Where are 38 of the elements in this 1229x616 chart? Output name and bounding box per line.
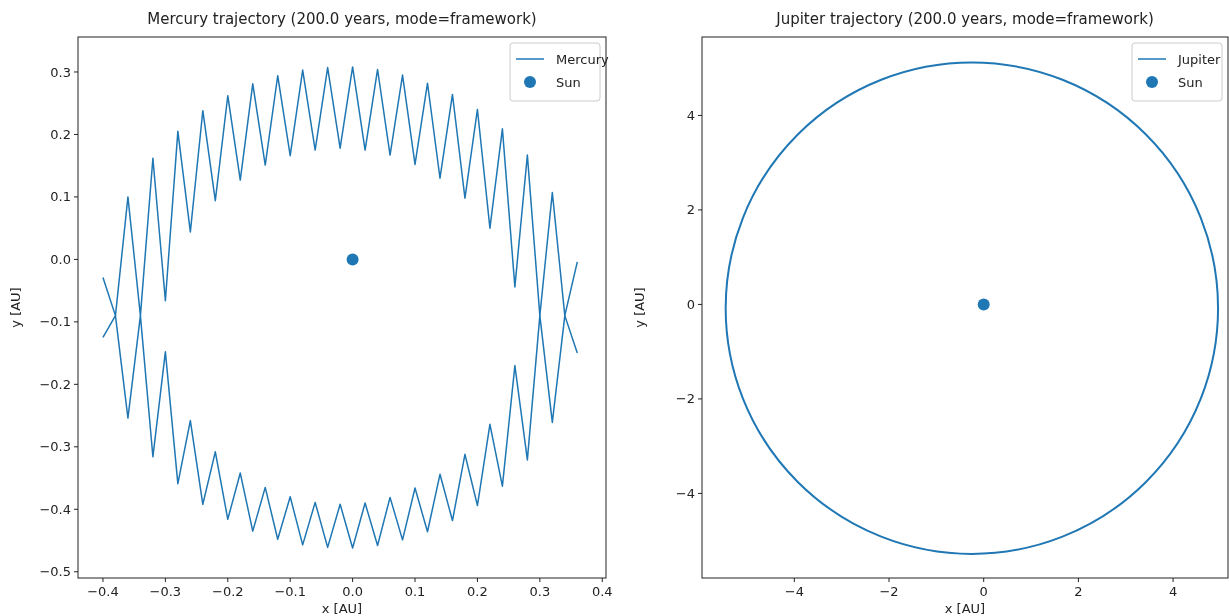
x-tick-label: −0.3 <box>149 584 182 599</box>
legend-label: Sun <box>556 74 581 90</box>
y-tick-label: −4 <box>675 485 695 501</box>
y-tick-label: −2 <box>675 391 695 407</box>
x-tick-label: 0.4 <box>591 584 613 599</box>
x-tick-label: 0 <box>979 584 988 599</box>
x-tick-label: −2 <box>879 584 899 599</box>
y-axis-title: y [AU] <box>632 287 647 328</box>
x-axis-title: x [AU] <box>944 601 986 616</box>
y-tick-label: −0.4 <box>39 501 71 517</box>
legend-label: Mercury <box>556 51 609 67</box>
chart-title: Jupiter trajectory (200.0 years, mode=framework) <box>775 10 1154 28</box>
x-tick-label: 0.3 <box>529 584 551 599</box>
y-axis-title: y [AU] <box>8 287 23 328</box>
x-axis-title: x [AU] <box>321 601 363 616</box>
x-tick-label: 4 <box>1168 584 1178 599</box>
y-tick-label: −0.5 <box>39 564 71 580</box>
chart-title: Mercury trajectory (200.0 years, mode=framework) <box>147 10 537 28</box>
x-tick-label: −4 <box>784 584 804 599</box>
y-tick-label: 0.2 <box>50 127 71 142</box>
y-tick-label: 0.3 <box>50 64 71 80</box>
x-tick-label: −0.1 <box>274 584 306 599</box>
legend-label: Sun <box>1178 74 1203 90</box>
y-tick-label: −0.3 <box>39 439 71 455</box>
y-tick-label: 0.0 <box>50 251 71 267</box>
y-tick-label: −0.1 <box>39 314 71 330</box>
legend-label: Jupiter <box>1177 51 1222 67</box>
y-tick-label: 2 <box>686 202 695 218</box>
x-tick-label: 0.0 <box>342 584 363 599</box>
y-tick-label: 4 <box>686 107 695 123</box>
x-tick-label: −0.2 <box>212 584 244 599</box>
y-tick-label: −0.2 <box>39 376 71 392</box>
x-tick-label: 0.2 <box>467 584 488 599</box>
y-tick-label: 0.1 <box>50 189 71 205</box>
y-tick-label: 0 <box>686 296 695 312</box>
x-tick-label: 0.1 <box>404 584 426 599</box>
x-tick-label: 2 <box>1074 584 1083 599</box>
x-tick-label: −0.4 <box>87 584 119 599</box>
